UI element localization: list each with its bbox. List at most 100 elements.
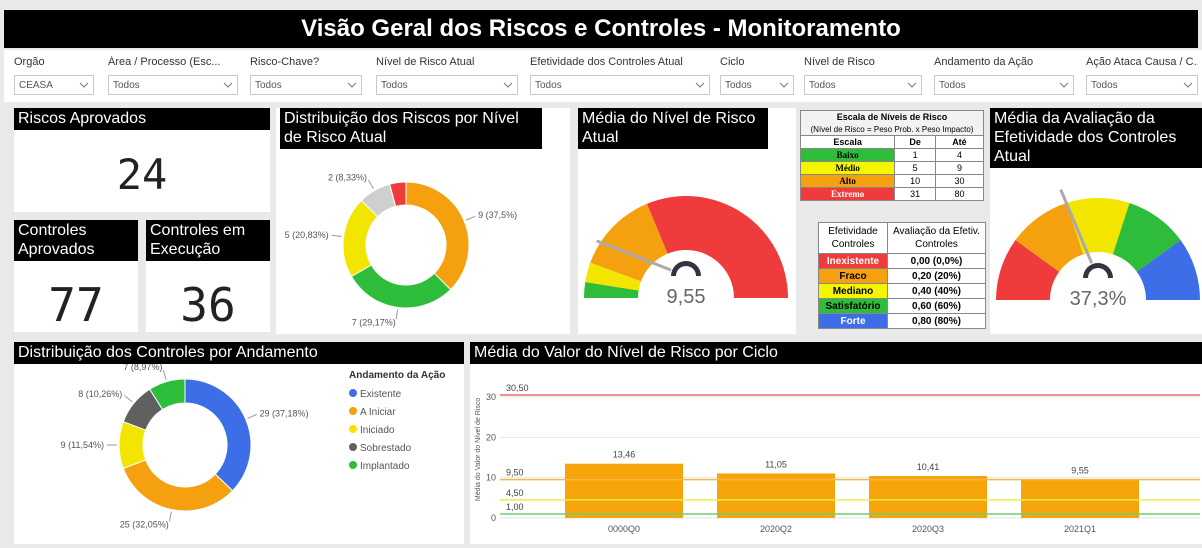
table-row: Baixo 1 4 <box>799 148 985 162</box>
legend-swatch <box>349 461 357 469</box>
slicer-label: Risco-Chave? <box>250 56 320 68</box>
bar <box>565 463 683 518</box>
donut-chart: 9 (37,5%) 7 (29,17%) 5 (20,83%) 2 (8,33%) <box>285 172 517 327</box>
table-row: Satisfatório 0,60 (60%) <box>818 298 986 314</box>
slicer-value: Todos <box>809 79 836 91</box>
slicer-label: Ação Ataca Causa / C... <box>1086 56 1198 68</box>
slicer-dropdown[interactable]: Todos <box>530 75 710 95</box>
chevron <box>503 82 513 88</box>
kpi-value: 36 <box>180 278 236 332</box>
slicer-label: Andamento da Ação <box>934 56 1034 68</box>
kpi-title: Controles em Execução <box>146 220 270 261</box>
table-row: Inexistente 0,00 (0,0%) <box>818 253 986 269</box>
chart-title: Média do Valor do Nível de Risco por Cic… <box>470 342 1202 364</box>
slicer-dropdown[interactable]: Todos <box>720 75 794 95</box>
y-tick-label: 0 <box>491 513 496 523</box>
data-label: 8 (10,26%) <box>78 389 122 399</box>
slicer-dropdown[interactable]: Todos <box>108 75 238 95</box>
leader-line <box>162 369 167 380</box>
chevron <box>223 82 233 88</box>
row-value: 0,60 (60%) <box>887 298 986 314</box>
slicer: Efetividade dos Controles Atual Todos <box>530 56 710 95</box>
table-row: Alto 10 30 <box>799 174 985 188</box>
slicer-value: Todos <box>1091 79 1118 91</box>
row-name: Mediano <box>818 283 888 299</box>
legend-label: Existente <box>360 389 402 400</box>
data-label: 9,55 <box>1071 465 1089 475</box>
effectiveness-table: Efetividade Controles Avaliação da Efetiv… <box>818 222 986 329</box>
donut-slice <box>184 378 252 492</box>
scale-table: Escala de Níveis de Risco (Nível de Risc… <box>799 110 985 201</box>
row-value: 0,80 (80%) <box>887 313 986 329</box>
table-row: Mediano 0,40 (40%) <box>818 283 986 299</box>
chevron <box>1183 82 1193 88</box>
slicer-label: Ciclo <box>720 56 745 68</box>
x-tick-label: 2020Q3 <box>912 524 944 534</box>
reference-label: 9,50 <box>506 468 524 478</box>
donut-chart: 29 (37,18%) 25 (32,05%) 9 (11,54%) 8 (10,26… <box>61 362 446 529</box>
chevron-path <box>1059 82 1069 88</box>
kpi-card: Controles em Execução 36 <box>146 220 270 332</box>
leader-line <box>368 179 374 189</box>
chevron-path <box>695 82 705 88</box>
data-label: 29 (37,18%) <box>260 408 309 418</box>
slicer: Área / Processo (Esc... Todos <box>108 56 238 95</box>
slicer-dropdown[interactable]: Todos <box>804 75 922 95</box>
data-label: 7 (29,17%) <box>352 317 396 327</box>
y-tick-label: 20 <box>486 432 496 442</box>
legend-label: Sobrestado <box>360 443 412 454</box>
table-subtitle: (Nível de Risco = Peso Prob. x Peso Impa… <box>800 123 984 136</box>
slicer: Orgão CEASA <box>14 56 94 95</box>
slicer-dropdown[interactable]: Todos <box>1086 75 1198 95</box>
legend-label: Implantado <box>360 461 410 472</box>
chart-title: Média do Nível de Risco Atual <box>578 108 768 149</box>
gauge-hub <box>1083 263 1113 278</box>
donut-slice <box>405 181 470 291</box>
row-name: Fraco <box>818 268 888 284</box>
slicer-value: Todos <box>113 79 140 91</box>
slicer-dropdown[interactable]: Todos <box>376 75 518 95</box>
data-label: 5 (20,83%) <box>285 230 329 240</box>
slicer: Ciclo Todos <box>720 56 794 95</box>
slicer-dropdown[interactable]: Todos <box>934 75 1074 95</box>
kpi-title: Riscos Aprovados <box>14 108 270 130</box>
slicer-value: Todos <box>725 79 752 91</box>
row-value: 0,00 (0,0%) <box>887 253 986 269</box>
data-label: 13,46 <box>613 450 636 460</box>
table-row: Extremo 31 80 <box>799 187 985 201</box>
chart-panel: Média do Valor do Nível de Risco 0 10 20 30 1… <box>470 342 1202 544</box>
data-label: 10,41 <box>917 462 940 472</box>
gauge-band <box>584 282 639 298</box>
leader-line <box>465 215 476 221</box>
gauge-band <box>1015 202 1084 272</box>
data-label: 9 (37,5%) <box>478 210 517 220</box>
chart-panel: 29 (37,18%) 25 (32,05%) 9 (11,54%) 8 (10,26… <box>14 342 464 544</box>
slicer-dropdown[interactable]: CEASA <box>14 75 94 95</box>
data-label: 11,05 <box>765 459 787 469</box>
gauge-value: 37,3% <box>1070 288 1127 310</box>
chevron-path <box>503 82 513 88</box>
table-row: Médio 5 9 <box>799 161 985 175</box>
slicer-dropdown[interactable]: Todos <box>250 75 362 95</box>
chart-title: Distribuição dos Riscos por Nível de Ris… <box>280 108 542 149</box>
slicer-label: Nível de Risco Atual <box>376 56 475 68</box>
leader-line <box>395 309 399 320</box>
slicer-value: Todos <box>535 79 562 91</box>
page-title: Visão Geral dos Riscos e Controles - Mon… <box>301 15 901 42</box>
y-tick-label: 30 <box>486 392 496 402</box>
reference-label: 30,50 <box>506 383 529 393</box>
kpi-title: Controles Aprovados <box>14 220 138 261</box>
x-tick-label: 2020Q2 <box>760 524 792 534</box>
chevron-path <box>347 82 357 88</box>
reference-label: 1,00 <box>506 502 524 512</box>
reference-label: 4,50 <box>506 488 524 498</box>
slicer-label: Orgão <box>14 56 45 68</box>
legend-label: Iniciado <box>360 425 395 436</box>
slicer: Andamento da Ação Todos <box>934 56 1074 95</box>
chevron-path <box>1183 82 1193 88</box>
table-header: Avaliação da Efetiv. Controles <box>887 222 986 254</box>
chevron <box>695 82 705 88</box>
gauge-band <box>1136 240 1200 300</box>
bar <box>717 473 835 518</box>
